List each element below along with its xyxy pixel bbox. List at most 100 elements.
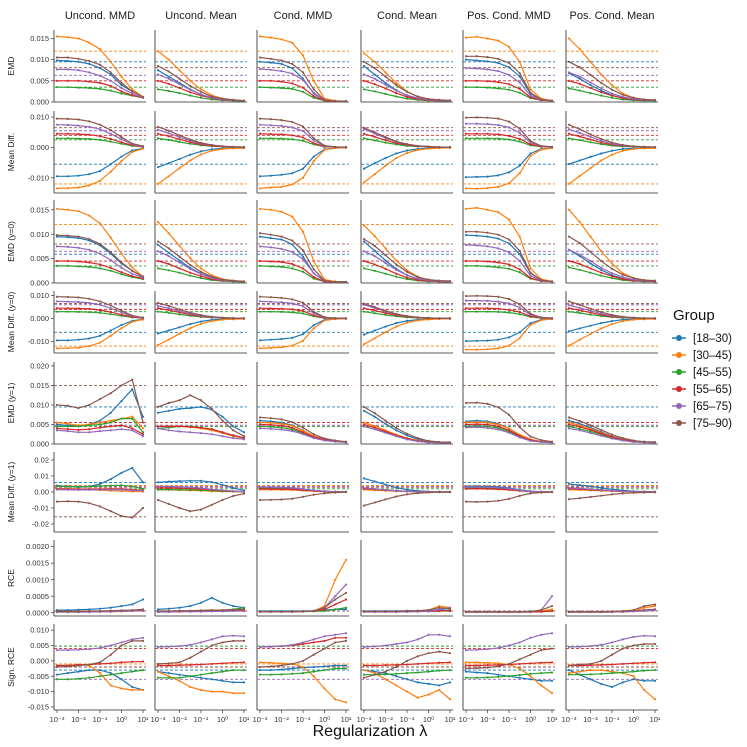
data-point	[486, 37, 489, 40]
data-point	[621, 149, 624, 152]
data-point	[486, 672, 489, 675]
data-point	[334, 603, 337, 606]
data-point	[131, 639, 134, 642]
data-point	[448, 146, 452, 149]
data-point	[141, 487, 145, 490]
data-point	[167, 269, 170, 272]
data-point	[301, 610, 305, 613]
data-point	[167, 75, 170, 78]
data-point	[475, 648, 478, 651]
data-point	[540, 633, 543, 636]
data-point	[280, 337, 283, 341]
data-point	[529, 312, 532, 315]
data-point	[178, 326, 181, 329]
data-point	[589, 155, 592, 158]
data-point	[167, 262, 170, 266]
data-point	[242, 438, 246, 441]
data-point	[242, 431, 246, 434]
data-point	[66, 68, 69, 71]
data-point	[55, 295, 59, 298]
panel	[565, 30, 658, 103]
data-point	[178, 140, 181, 144]
data-point	[405, 432, 409, 435]
data-point	[589, 307, 592, 310]
data-point	[384, 267, 387, 270]
data-point	[529, 139, 532, 143]
data-point	[269, 124, 272, 127]
data-point	[475, 294, 478, 297]
x-tick-label: 10¹	[239, 715, 250, 724]
data-point	[653, 604, 657, 608]
data-point	[405, 276, 409, 279]
data-point	[269, 86, 272, 89]
data-point	[567, 668, 571, 672]
data-point	[589, 81, 592, 84]
panel	[462, 540, 555, 617]
x-tick-label: 10⁰	[319, 715, 330, 724]
data-point	[221, 145, 224, 148]
panel	[154, 452, 247, 533]
data-point	[109, 132, 112, 135]
panel	[360, 452, 453, 533]
panel: 10⁻³ 10⁻² 10⁻¹ 10⁰ 10¹	[357, 624, 456, 724]
y-tick-label: 0.0020	[26, 542, 49, 551]
data-point	[232, 486, 235, 490]
data-point	[280, 260, 283, 264]
data-point	[109, 684, 112, 687]
data-point	[312, 268, 315, 271]
data-point	[199, 479, 203, 482]
data-point	[66, 300, 69, 303]
data-point	[98, 179, 102, 182]
data-point	[578, 419, 581, 423]
data-point	[98, 488, 102, 491]
data-point	[507, 242, 511, 245]
data-point	[109, 606, 112, 609]
data-point	[643, 145, 646, 148]
data-point	[384, 139, 387, 142]
data-point	[323, 437, 326, 440]
data-point	[384, 272, 387, 275]
series-line	[56, 296, 144, 319]
data-point	[578, 253, 581, 256]
data-point	[518, 676, 521, 679]
data-point	[178, 407, 181, 410]
legend-swatch-point	[676, 403, 682, 409]
data-point	[589, 141, 592, 144]
data-point	[653, 603, 657, 606]
data-point	[280, 124, 283, 127]
data-point	[475, 339, 478, 342]
data-point	[189, 510, 192, 513]
data-point	[384, 254, 387, 257]
data-point	[578, 159, 581, 162]
data-point	[232, 429, 235, 432]
data-point	[167, 162, 170, 165]
x-tick-label: 10⁻²	[71, 715, 86, 724]
data-point	[88, 668, 91, 672]
data-point	[312, 139, 315, 142]
data-point	[540, 610, 543, 613]
data-point	[395, 259, 398, 262]
data-point	[167, 425, 170, 428]
data-point	[312, 433, 315, 436]
data-point	[291, 311, 294, 314]
data-point	[120, 75, 123, 78]
data-point	[405, 609, 409, 613]
data-point	[540, 98, 543, 101]
data-point	[362, 425, 366, 428]
data-point	[486, 610, 489, 613]
panel	[462, 291, 555, 354]
panel: 10⁻³ 10⁻² 10⁻¹ 10⁰ 10¹	[459, 624, 558, 724]
data-point	[486, 666, 489, 669]
data-point	[529, 653, 532, 656]
data-point	[384, 141, 387, 144]
data-point	[395, 92, 398, 95]
data-point	[167, 664, 170, 667]
data-point	[384, 75, 387, 78]
data-point	[88, 214, 91, 217]
data-point	[88, 120, 91, 123]
data-point	[88, 133, 91, 136]
y-tick-label: 0.000	[30, 314, 49, 323]
data-point	[167, 308, 170, 312]
data-point	[600, 610, 603, 613]
data-point	[258, 187, 262, 190]
